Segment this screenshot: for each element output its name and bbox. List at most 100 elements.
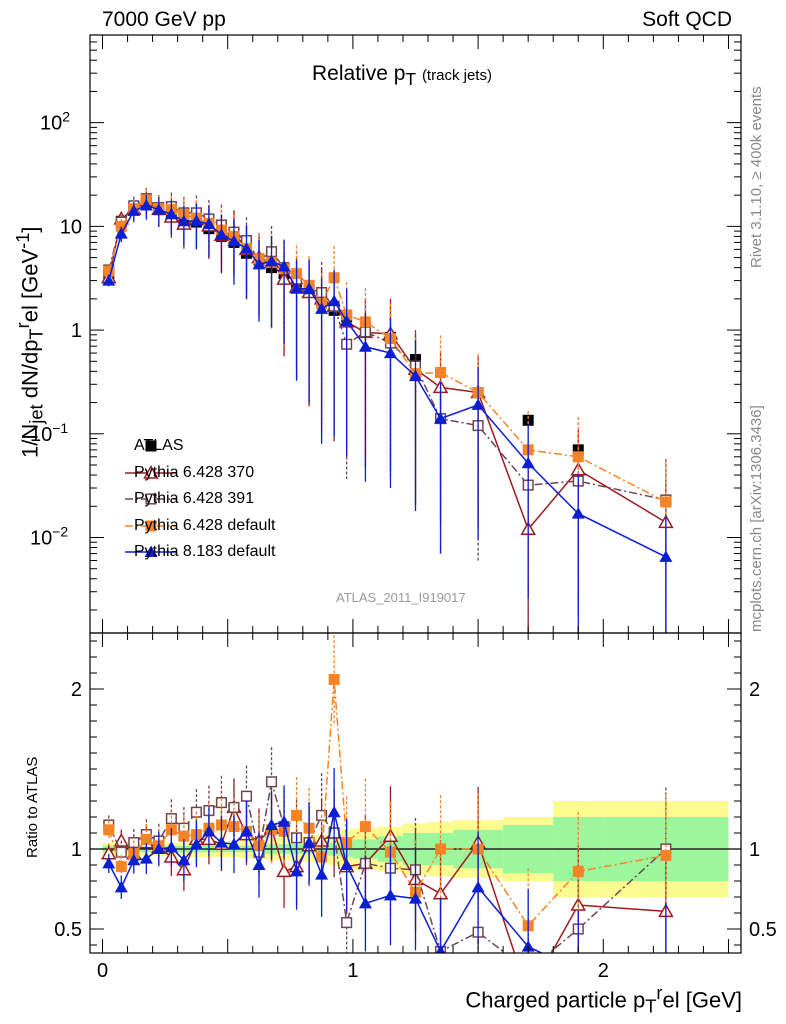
ratio-point — [140, 833, 152, 845]
legend-marker — [145, 520, 157, 532]
ratio-y-tick-label: 2 — [71, 679, 82, 701]
ratio-point — [202, 824, 216, 837]
series-4 — [102, 194, 673, 633]
ratio-point — [302, 836, 316, 848]
ratio-point — [113, 832, 130, 847]
legend-entry-2 — [125, 493, 177, 505]
data-point — [227, 234, 241, 247]
ratio-point — [315, 868, 329, 880]
data-point — [214, 228, 228, 240]
data-point — [139, 198, 153, 211]
y-tick-label: 1 — [71, 320, 82, 342]
series-3 — [103, 189, 672, 633]
series-0 — [103, 196, 672, 506]
y-axis-label-top: 1/Njet dN/dpTrel [GeV-1] — [12, 226, 47, 458]
data-point — [315, 302, 329, 314]
legend-entry-4 — [125, 545, 177, 557]
data-point — [571, 507, 585, 519]
legend-marker — [145, 440, 157, 452]
ratio-y-tick-label-right: 2 — [749, 679, 760, 701]
ratio-point — [177, 853, 191, 866]
ratio-point — [383, 888, 397, 901]
data-point — [358, 340, 372, 352]
data-point — [290, 282, 304, 294]
ratio-point — [164, 840, 178, 853]
ratio-point — [359, 821, 371, 833]
data-point — [409, 369, 422, 382]
data-point — [189, 214, 203, 226]
y-tick-label: 102 — [40, 109, 70, 135]
data-point — [340, 314, 354, 327]
header-energy: 7000 GeV pp — [102, 8, 226, 31]
series-line — [108, 198, 667, 503]
data-point — [277, 260, 291, 272]
data-point — [572, 451, 584, 463]
ratio-line — [108, 812, 544, 953]
data-point — [265, 254, 279, 267]
ratio-point — [227, 837, 241, 850]
data-point — [202, 217, 216, 230]
ratio-point — [252, 858, 266, 870]
ratio-point — [265, 818, 279, 830]
series-1 — [100, 189, 674, 633]
ratio-point — [265, 776, 278, 788]
legend-marker — [144, 545, 158, 557]
mcplots-info: mcplots.cern.ch [arXiv:1306.3436] — [748, 405, 765, 632]
ratio-point — [471, 880, 485, 893]
legend-marker — [143, 464, 159, 479]
ratio-point — [178, 830, 190, 842]
ratio-point — [290, 864, 304, 877]
ratio-point — [214, 836, 228, 848]
data-point — [521, 456, 535, 469]
legend-label-p6-default: Pythia 6.428 default — [134, 517, 276, 534]
ratio-y-tick-label-right: 0.5 — [749, 919, 777, 941]
legend-label-p6-370: Pythia 6.428 370 — [134, 464, 255, 481]
data-point — [115, 220, 127, 232]
x-tick-label: 2 — [598, 960, 609, 982]
ratio-frame — [89, 632, 742, 954]
x-tick-label: 0 — [97, 960, 108, 982]
ratio-point — [572, 865, 584, 877]
legend-label-p6-391: Pythia 6.428 391 — [134, 490, 255, 507]
data-point — [471, 398, 485, 410]
rivet-info: Rivet 3.1.10, ≥ 400k events — [748, 86, 765, 268]
y-axis-label-ratio: Ratio to ATLAS — [24, 756, 41, 858]
ratio-series-3 — [102, 768, 667, 976]
data-point — [177, 214, 191, 227]
series-line — [108, 204, 667, 558]
ratio-point — [240, 790, 253, 802]
data-point — [327, 294, 341, 307]
ratio-point — [572, 964, 585, 976]
y-tick-exponent: −1 — [52, 420, 68, 436]
ratio-y-tick-label: 0.5 — [54, 919, 82, 941]
ratio-point — [215, 797, 228, 809]
ratio-point — [239, 824, 253, 837]
series-line — [108, 197, 667, 501]
ratio-point — [328, 673, 340, 685]
ratio-point — [327, 805, 341, 818]
data-point — [164, 207, 178, 220]
ratio-point — [115, 861, 127, 873]
ratio-point — [103, 824, 115, 836]
analysis-id: ATLAS_2011_I919017 — [336, 590, 466, 605]
legend-label-atlas: ATLAS — [134, 437, 184, 454]
ratio-point — [340, 858, 354, 870]
ratio-point — [276, 863, 292, 878]
data-point — [152, 203, 166, 215]
ratio-point — [291, 809, 303, 821]
ratio-point — [277, 815, 291, 827]
ratio-point — [409, 892, 422, 904]
x-axis-label: Charged particle pTrel [GeV] — [465, 982, 742, 1017]
ratio-point — [660, 849, 672, 861]
plot-title: Relative pT (track jets) — [312, 62, 492, 90]
y-tick-exponent: 2 — [62, 109, 70, 125]
data-point — [660, 496, 672, 508]
ratio-point — [523, 966, 533, 976]
data-point — [302, 282, 316, 294]
y-tick-label: 10−2 — [30, 523, 68, 549]
legend-entry-1 — [125, 464, 177, 479]
header-category: Soft QCD — [642, 8, 732, 31]
legend-entry-0 — [145, 440, 157, 452]
ratio-point — [435, 843, 447, 855]
ratio-point — [102, 856, 116, 869]
